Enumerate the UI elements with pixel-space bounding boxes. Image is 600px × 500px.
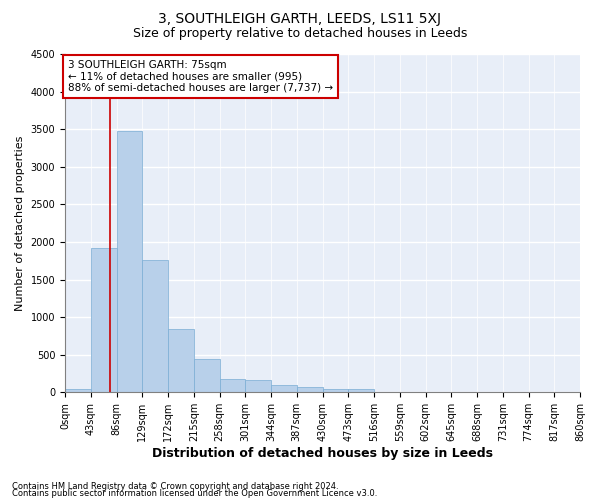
Bar (65, 388, 91, 392)
Bar (142, 260, 168, 392)
Text: 3, SOUTHLEIGH GARTH, LEEDS, LS11 5XJ: 3, SOUTHLEIGH GARTH, LEEDS, LS11 5XJ (158, 12, 442, 26)
X-axis label: Distribution of detached houses by size in Leeds: Distribution of detached houses by size … (152, 447, 493, 460)
Bar (168, 329, 194, 392)
Bar (91, 248, 116, 392)
Bar (297, 388, 323, 392)
Bar (348, 389, 374, 392)
Text: Size of property relative to detached houses in Leeds: Size of property relative to detached ho… (133, 28, 467, 40)
Y-axis label: Number of detached properties: Number of detached properties (15, 136, 25, 311)
Bar (245, 380, 271, 392)
Bar (323, 389, 348, 392)
Text: 3 SOUTHLEIGH GARTH: 75sqm
← 11% of detached houses are smaller (995)
88% of semi: 3 SOUTHLEIGH GARTH: 75sqm ← 11% of detac… (68, 60, 333, 93)
Bar (194, 358, 220, 392)
Text: Contains public sector information licensed under the Open Government Licence v3: Contains public sector information licen… (12, 490, 377, 498)
Bar (220, 379, 245, 392)
Bar (271, 385, 297, 392)
Bar (116, 130, 142, 392)
Text: Contains HM Land Registry data © Crown copyright and database right 2024.: Contains HM Land Registry data © Crown c… (12, 482, 338, 491)
